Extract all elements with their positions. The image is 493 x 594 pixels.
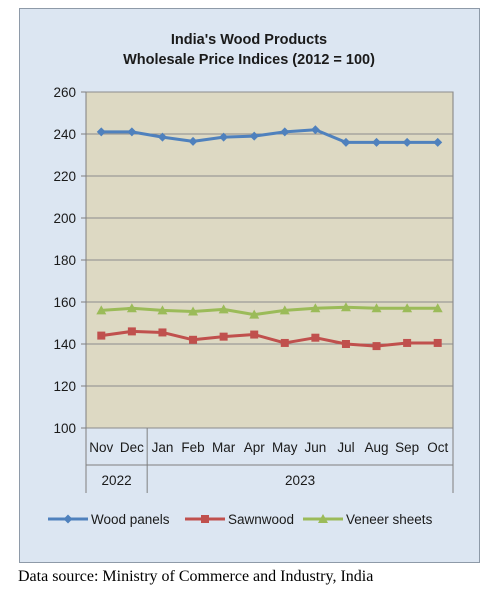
sawnwood-point — [341, 340, 350, 348]
wood-panels-point — [219, 132, 229, 142]
x-tick-label: Jan — [152, 440, 174, 455]
legend-label-veneer-sheets: Veneer sheets — [346, 512, 433, 527]
wood-panels-line — [101, 128, 438, 144]
year-label: 2022 — [102, 473, 132, 488]
veneer-sheets-point — [188, 306, 199, 316]
veneer-sheets-point — [310, 303, 321, 313]
legend-marker-sawnwood — [201, 515, 209, 523]
legend-label-wood-panels: Wood panels — [91, 512, 170, 527]
x-tick-label: Apr — [244, 440, 266, 455]
chart-frame: India's Wood Products Wholesale Price In… — [19, 8, 480, 563]
legend-marker-veneer-sheets — [318, 514, 328, 523]
wood-panels-point — [188, 136, 198, 146]
veneer-sheets-point — [279, 305, 290, 315]
wood-panels-point — [341, 137, 351, 147]
x-tick-label: Feb — [181, 440, 204, 455]
y-tick-label: 220 — [53, 169, 76, 184]
veneer-sheets-point — [249, 309, 260, 319]
chart-title-line1: India's Wood Products — [171, 32, 327, 48]
y-tick-label: 180 — [53, 253, 76, 268]
year-label: 2023 — [285, 473, 315, 488]
sawnwood-point — [280, 338, 289, 347]
veneer-sheets-point — [218, 304, 229, 314]
wood-panels-point — [310, 125, 320, 135]
x-tick-label: Jun — [304, 440, 326, 455]
veneer-sheets-point — [432, 303, 443, 313]
y-tick-label: 140 — [53, 337, 76, 352]
sawnwood-point — [189, 335, 198, 344]
x-tick-label: Sep — [395, 440, 419, 455]
chart-svg: India's Wood Products Wholesale Price In… — [48, 32, 454, 527]
y-tick-label: 240 — [53, 127, 76, 142]
source-note: Data source: Ministry of Commerce and In… — [18, 568, 374, 585]
x-tick-label: Dec — [120, 440, 144, 455]
wood-panels-point — [249, 131, 259, 141]
x-tick-label: Jul — [337, 440, 354, 455]
plot-area: 100 120 140 160 180 200 220 240 260 Nov Dec Jan Feb M… — [53, 85, 454, 493]
sawnwood-point — [97, 331, 106, 340]
sawnwood-point — [127, 327, 136, 336]
veneer-sheets-point — [340, 302, 351, 312]
veneer-sheets-point — [402, 303, 413, 313]
y-tick-label: 200 — [53, 211, 76, 226]
veneer-sheets-point — [126, 303, 137, 313]
y-tick-label: 120 — [53, 379, 76, 394]
wood-panels-point — [433, 137, 443, 147]
wood-panels-point — [157, 132, 167, 142]
legend: Wood panels Sawnwood Veneer sheets — [48, 512, 433, 527]
sawnwood-point — [219, 332, 228, 341]
sawnwood-point — [372, 342, 381, 351]
x-tick-label: May — [272, 440, 298, 455]
veneer-sheets-line — [101, 305, 438, 317]
y-tick-label: 100 — [53, 421, 76, 436]
x-tick-label: Nov — [89, 440, 113, 455]
y-tick-label: 260 — [53, 85, 76, 100]
sawnwood-point — [158, 328, 167, 337]
x-tick-label: Mar — [212, 440, 236, 455]
legend-marker-wood-panels — [63, 514, 73, 524]
sawnwood-point — [311, 333, 320, 342]
sawnwood-line — [101, 329, 438, 348]
x-tick-label: Oct — [427, 440, 448, 455]
x-tick-label: Aug — [365, 440, 389, 455]
veneer-sheets-point — [157, 305, 168, 315]
sawnwood-point — [250, 330, 259, 339]
veneer-sheets-point — [96, 305, 107, 315]
sawnwood-point — [433, 338, 442, 347]
wood-panels-point — [372, 137, 382, 147]
legend-label-sawnwood: Sawnwood — [228, 512, 294, 527]
chart-title-line2: Wholesale Price Indices (2012 = 100) — [123, 52, 375, 68]
y-tick-label: 160 — [53, 295, 76, 310]
sawnwood-point — [403, 338, 412, 347]
veneer-sheets-point — [371, 303, 382, 313]
wood-panels-point — [402, 137, 412, 147]
